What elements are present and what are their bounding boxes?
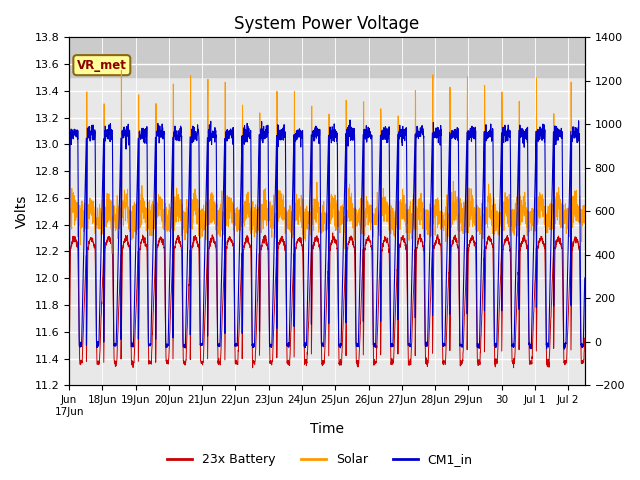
Text: VR_met: VR_met (77, 59, 127, 72)
Title: System Power Voltage: System Power Voltage (234, 15, 420, 33)
Bar (69, 31, 585, 77)
X-axis label: Time: Time (310, 422, 344, 436)
Y-axis label: Volts: Volts (15, 195, 29, 228)
Legend: 23x Battery, Solar, CM1_in: 23x Battery, Solar, CM1_in (163, 448, 477, 471)
